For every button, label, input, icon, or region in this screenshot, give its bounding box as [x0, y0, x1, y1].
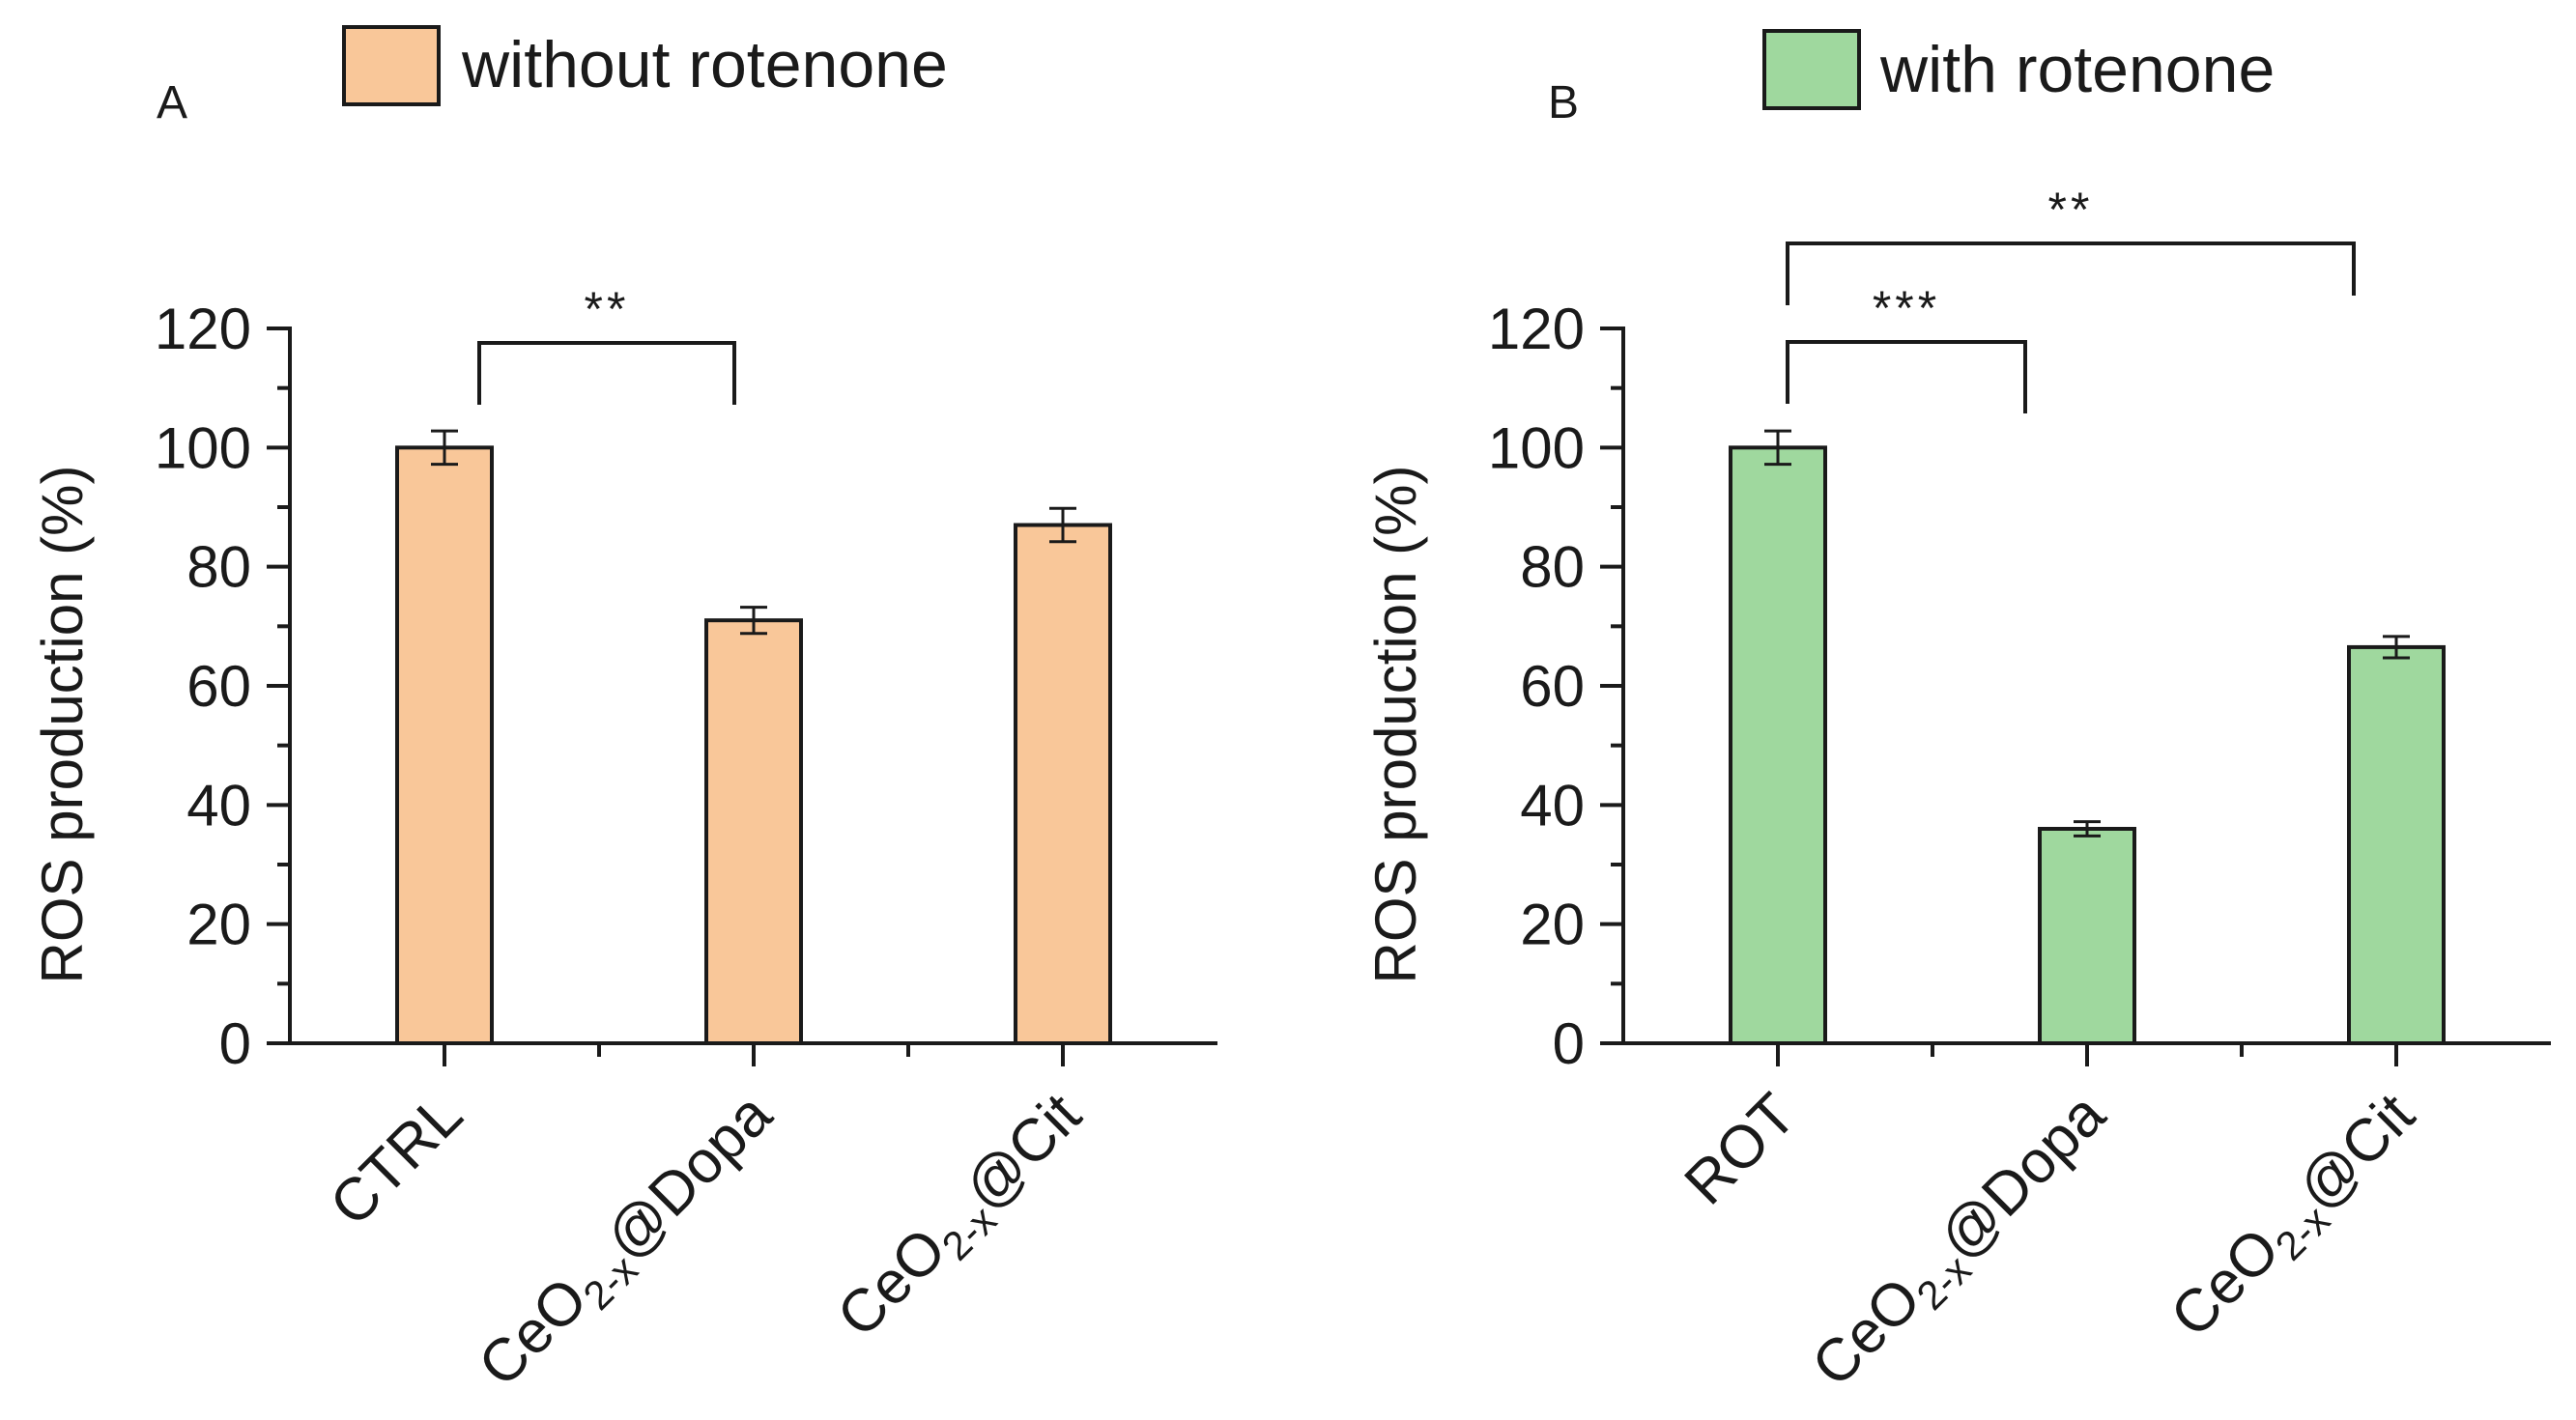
y-tick-label: 100 — [155, 415, 251, 480]
bar — [704, 618, 803, 1046]
y-axis-label: ROS production (%) — [1363, 466, 1428, 984]
y-tick-label: 120 — [1488, 297, 1585, 361]
y-tick-label: 100 — [1488, 415, 1585, 480]
x-category-label: ROT — [1673, 1081, 1809, 1217]
significance-bracket — [477, 341, 736, 405]
y-tick-label: 60 — [186, 654, 251, 719]
significance-bracket — [1786, 241, 2356, 305]
category-main: CTRL — [318, 1081, 475, 1238]
x-category-label: CTRL — [318, 1081, 475, 1238]
y-tick-label: 0 — [219, 1011, 251, 1076]
x-category-label: CeO2-x@Cit — [2159, 1081, 2434, 1356]
y-tick-label: 0 — [1553, 1011, 1585, 1076]
y-tick-label: 20 — [1520, 893, 1585, 957]
x-category-label: CeO2-x@Dopa — [1799, 1081, 2124, 1406]
y-tick-label: 20 — [186, 893, 251, 957]
significance-label: ** — [585, 282, 630, 336]
y-tick-label: 80 — [1520, 535, 1585, 600]
category-main: ROT — [1673, 1081, 1809, 1217]
legend-swatch — [342, 25, 441, 106]
bar — [1014, 523, 1112, 1045]
legend-label: without rotenone — [461, 28, 948, 101]
category-suffix: @Dopa — [1927, 1081, 2118, 1272]
x-category-label: CeO2-x@Cit — [825, 1081, 1101, 1356]
panel-letter: B — [1548, 77, 1579, 128]
category-suffix: @Dopa — [593, 1081, 785, 1272]
y-tick-label: 120 — [155, 297, 251, 361]
legend-label: with rotenone — [1879, 33, 2275, 106]
y-tick-label: 40 — [1520, 773, 1585, 838]
x-category-label: CeO2-x@Dopa — [466, 1081, 790, 1406]
bar — [2347, 644, 2446, 1046]
y-tick-label: 80 — [186, 535, 251, 600]
legend-swatch — [1762, 29, 1861, 110]
y-axis-label: ROS production (%) — [30, 466, 95, 984]
bar — [395, 445, 494, 1046]
y-tick-label: 60 — [1520, 654, 1585, 719]
bar — [1729, 445, 1827, 1046]
significance-bracket — [1786, 340, 2027, 413]
significance-label: *** — [1873, 281, 1940, 335]
y-tick-label: 40 — [186, 773, 251, 838]
significance-label: ** — [2048, 183, 2094, 237]
panel-letter: A — [157, 77, 187, 128]
bar — [2038, 827, 2136, 1045]
